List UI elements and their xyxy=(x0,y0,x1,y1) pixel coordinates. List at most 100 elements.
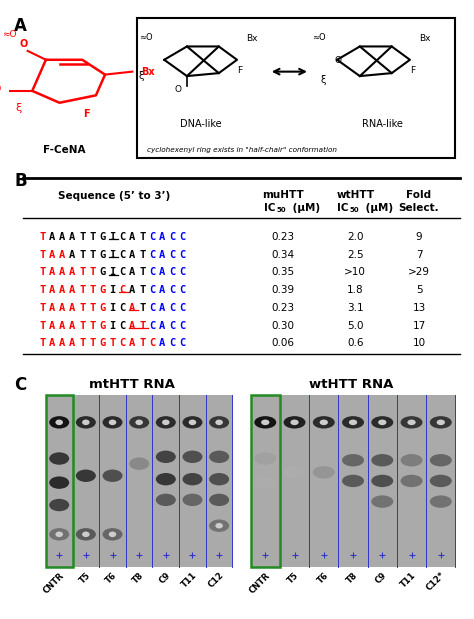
Text: B: B xyxy=(14,172,27,190)
Text: A: A xyxy=(49,249,55,259)
Text: A: A xyxy=(69,285,75,295)
Text: G: G xyxy=(99,321,105,331)
Ellipse shape xyxy=(342,454,364,467)
Text: 17: 17 xyxy=(412,321,426,331)
Ellipse shape xyxy=(182,416,202,428)
Text: C: C xyxy=(169,321,175,331)
Text: C: C xyxy=(119,232,126,242)
Ellipse shape xyxy=(129,457,149,470)
Ellipse shape xyxy=(182,494,202,506)
Text: I: I xyxy=(109,267,115,277)
Text: C: C xyxy=(179,232,185,242)
Ellipse shape xyxy=(430,495,452,508)
Text: T6: T6 xyxy=(316,571,330,585)
Text: Bx: Bx xyxy=(246,35,257,43)
Text: I: I xyxy=(109,321,115,331)
Text: ξ: ξ xyxy=(139,71,144,81)
Ellipse shape xyxy=(209,519,229,532)
Text: A: A xyxy=(129,338,136,348)
Ellipse shape xyxy=(255,452,276,465)
Ellipse shape xyxy=(313,416,335,428)
Text: A: A xyxy=(59,249,65,259)
Bar xyxy=(251,395,456,567)
Text: C: C xyxy=(119,338,126,348)
Ellipse shape xyxy=(209,416,229,428)
Text: C: C xyxy=(169,267,175,277)
Text: 2.5: 2.5 xyxy=(347,249,364,259)
Ellipse shape xyxy=(378,420,386,425)
Ellipse shape xyxy=(49,452,69,465)
Text: C: C xyxy=(169,338,175,348)
Text: T11: T11 xyxy=(399,571,418,589)
Text: C: C xyxy=(169,249,175,259)
Text: Select.: Select. xyxy=(399,204,439,214)
Text: I: I xyxy=(109,303,115,313)
Ellipse shape xyxy=(156,451,176,463)
Text: C: C xyxy=(119,267,126,277)
Ellipse shape xyxy=(102,528,122,540)
Text: 0.06: 0.06 xyxy=(271,338,294,348)
Text: A: A xyxy=(129,249,136,259)
Text: T: T xyxy=(89,285,95,295)
Ellipse shape xyxy=(371,416,393,428)
Text: C: C xyxy=(179,303,185,313)
Text: C9: C9 xyxy=(157,571,172,586)
Text: T: T xyxy=(39,232,46,242)
Text: T: T xyxy=(109,338,115,348)
Text: T: T xyxy=(139,303,146,313)
Text: T: T xyxy=(89,249,95,259)
Ellipse shape xyxy=(255,477,276,489)
Text: ξ: ξ xyxy=(16,103,22,113)
Text: mtHTT RNA: mtHTT RNA xyxy=(90,378,175,391)
Text: T: T xyxy=(39,249,46,259)
Text: A: A xyxy=(129,321,136,331)
Text: I: I xyxy=(109,285,115,295)
Text: 0.23: 0.23 xyxy=(271,303,294,313)
Text: A: A xyxy=(159,338,165,348)
Text: T6: T6 xyxy=(104,571,119,585)
Ellipse shape xyxy=(156,416,176,428)
Text: T: T xyxy=(79,321,85,331)
Text: T: T xyxy=(79,267,85,277)
Text: A: A xyxy=(49,303,55,313)
Ellipse shape xyxy=(49,416,69,428)
Text: G: G xyxy=(99,249,105,259)
Text: T: T xyxy=(139,338,146,348)
Text: Sequence (5’ to 3’): Sequence (5’ to 3’) xyxy=(58,191,170,201)
Text: A: A xyxy=(69,303,75,313)
Text: ≈O: ≈O xyxy=(139,33,153,42)
Text: Fold: Fold xyxy=(406,190,432,200)
Text: A: A xyxy=(129,285,136,295)
Text: T: T xyxy=(79,249,85,259)
Text: T5: T5 xyxy=(78,571,92,585)
Text: ξ: ξ xyxy=(321,76,326,85)
Text: C: C xyxy=(119,249,126,259)
Text: G: G xyxy=(99,285,105,295)
Text: T: T xyxy=(39,285,46,295)
Text: T: T xyxy=(79,232,85,242)
Text: A: A xyxy=(69,321,75,331)
Text: T: T xyxy=(39,338,46,348)
Text: C: C xyxy=(149,267,155,277)
Ellipse shape xyxy=(162,420,170,425)
Text: A: A xyxy=(159,303,165,313)
Ellipse shape xyxy=(76,470,96,482)
Ellipse shape xyxy=(255,416,276,428)
Ellipse shape xyxy=(182,451,202,463)
Ellipse shape xyxy=(156,494,176,506)
Text: T5: T5 xyxy=(286,571,301,585)
Ellipse shape xyxy=(437,420,445,425)
Text: A: A xyxy=(159,285,165,295)
Ellipse shape xyxy=(401,416,422,428)
Text: C: C xyxy=(149,303,155,313)
Text: T: T xyxy=(89,338,95,348)
Text: C: C xyxy=(169,285,175,295)
Text: 2.0: 2.0 xyxy=(347,232,364,242)
Text: C9: C9 xyxy=(374,571,389,586)
Text: T: T xyxy=(139,249,146,259)
Ellipse shape xyxy=(215,523,223,529)
Text: 0.34: 0.34 xyxy=(271,249,294,259)
Text: CNTR: CNTR xyxy=(41,571,65,595)
Ellipse shape xyxy=(342,475,364,487)
Text: T: T xyxy=(89,321,95,331)
